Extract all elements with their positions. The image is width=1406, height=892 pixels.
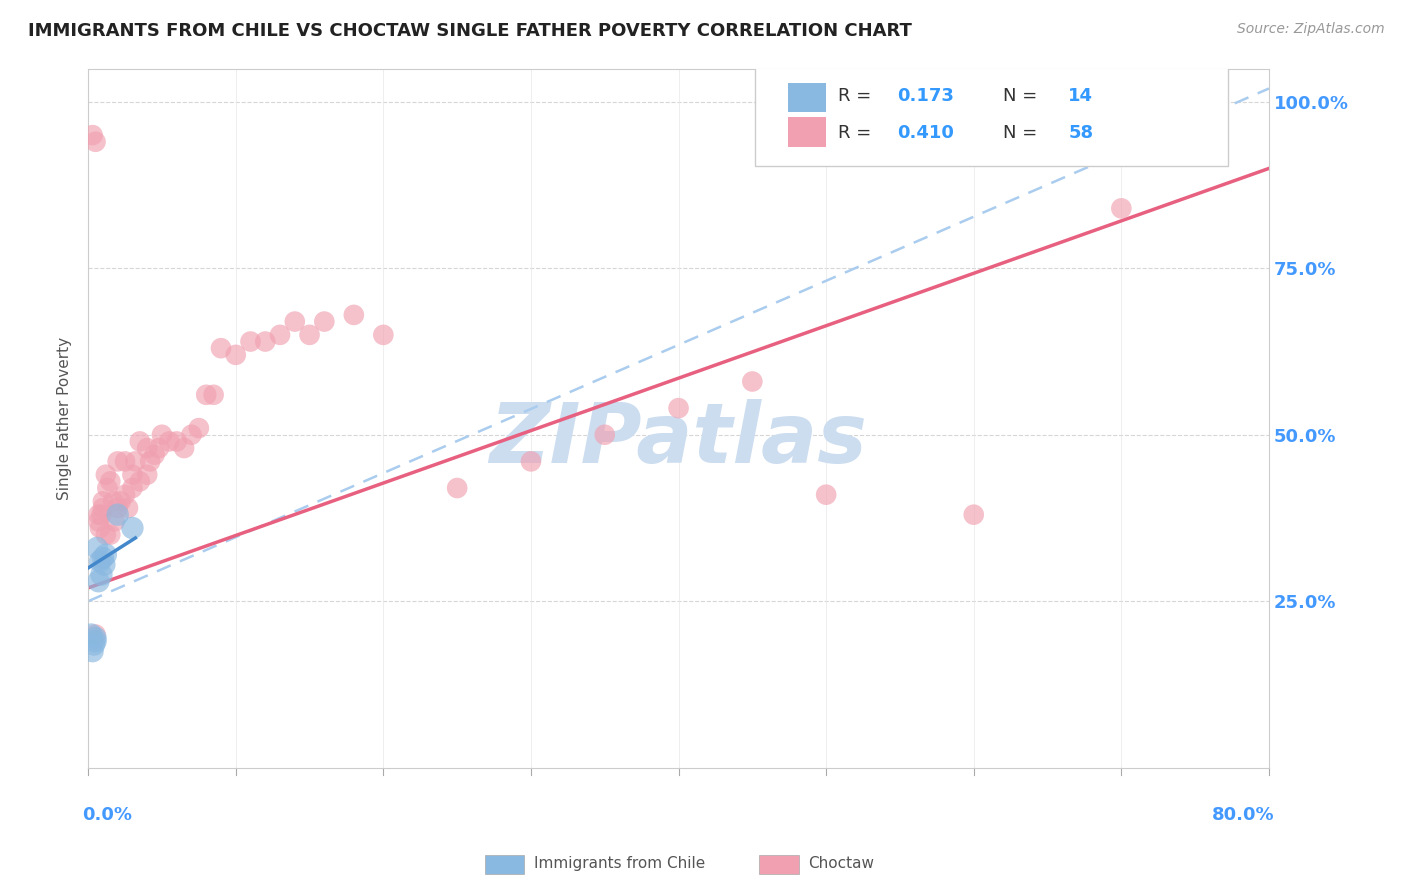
Point (103, 494, 125, 508)
Text: 58: 58 (1069, 124, 1094, 142)
Point (104, 514, 127, 528)
Point (963, 508, 986, 522)
Point (87, 508, 110, 522)
Point (593, 427, 616, 442)
Point (82, 128, 104, 142)
FancyBboxPatch shape (755, 65, 1227, 167)
Point (94, 527, 117, 541)
Point (121, 467, 143, 482)
FancyBboxPatch shape (789, 118, 827, 147)
Point (117, 501, 139, 516)
Point (107, 508, 129, 522)
Point (1111, 202, 1133, 216)
Text: 0.410: 0.410 (897, 124, 953, 142)
Text: 14: 14 (1069, 87, 1094, 105)
Point (91, 551, 114, 566)
Text: N =: N = (1004, 87, 1043, 105)
Text: 0.0%: 0.0% (82, 806, 132, 824)
Point (107, 501, 129, 516)
Point (150, 427, 173, 442)
Point (239, 334, 262, 349)
Point (90, 508, 112, 522)
Point (373, 327, 395, 342)
Point (110, 494, 132, 508)
Point (815, 488, 838, 502)
Point (136, 441, 159, 455)
Text: R =: R = (838, 124, 877, 142)
Point (94, 548, 117, 562)
Point (173, 441, 195, 455)
Point (254, 334, 277, 349)
Text: R =: R = (838, 87, 877, 105)
Text: IMMIGRANTS FROM CHILE VS CHOCTAW SINGLE FATHER POVERTY CORRELATION CHART: IMMIGRANTS FROM CHILE VS CHOCTAW SINGLE … (28, 22, 912, 40)
Point (94, 467, 117, 482)
Point (269, 327, 291, 342)
Text: Choctaw: Choctaw (808, 856, 875, 871)
Point (187, 421, 209, 435)
Point (180, 427, 202, 442)
Point (202, 388, 225, 402)
Point (84, 634, 107, 648)
Point (114, 454, 136, 468)
Point (121, 521, 143, 535)
Text: 80.0%: 80.0% (1212, 806, 1275, 824)
Point (87, 574, 110, 589)
Text: Immigrants from Chile: Immigrants from Chile (534, 856, 706, 871)
FancyBboxPatch shape (789, 82, 827, 112)
Point (89, 521, 111, 535)
Point (446, 481, 468, 495)
Point (139, 454, 162, 468)
Point (89, 554, 111, 568)
Point (107, 454, 129, 468)
Point (195, 388, 218, 402)
Point (166, 434, 188, 449)
Point (136, 467, 159, 482)
Point (98, 527, 121, 541)
Point (90, 567, 112, 582)
Point (87, 514, 110, 528)
Point (128, 475, 150, 489)
Point (121, 481, 143, 495)
Point (225, 348, 247, 362)
Y-axis label: Single Father Poverty: Single Father Poverty (58, 336, 72, 500)
Text: ZIPatlas: ZIPatlas (489, 399, 868, 480)
Point (148, 441, 170, 455)
Point (98, 475, 121, 489)
Point (741, 375, 763, 389)
Text: 0.173: 0.173 (897, 87, 953, 105)
Text: N =: N = (1004, 124, 1043, 142)
Point (209, 341, 232, 355)
Point (96, 481, 118, 495)
Point (84, 135, 107, 149)
Point (314, 314, 336, 328)
Point (86, 541, 108, 555)
Point (91, 501, 114, 516)
Point (114, 488, 136, 502)
Point (143, 448, 166, 462)
Point (93, 558, 115, 572)
Point (80, 627, 103, 641)
Point (520, 454, 543, 468)
Point (91, 494, 114, 508)
Point (284, 314, 307, 328)
Point (157, 434, 180, 449)
Text: Source: ZipAtlas.com: Source: ZipAtlas.com (1237, 22, 1385, 37)
Point (84, 631, 107, 645)
Point (128, 434, 150, 449)
Point (668, 401, 690, 416)
Point (83, 638, 105, 652)
Point (298, 327, 321, 342)
Point (84, 627, 107, 641)
Point (124, 454, 146, 468)
Point (343, 308, 366, 322)
Point (82, 644, 104, 658)
